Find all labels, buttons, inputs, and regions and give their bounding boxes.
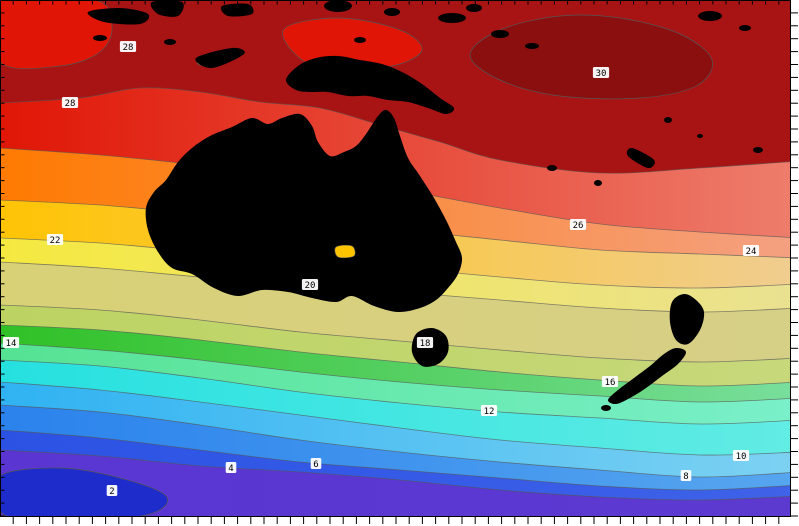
island-dot	[354, 37, 366, 43]
contour-label-value: 30	[596, 69, 607, 79]
contour-label-box	[742, 245, 760, 256]
contour-label-box	[225, 462, 237, 473]
island-dot	[384, 8, 400, 16]
contour-label: 14	[2, 337, 20, 349]
landmass-nz-north-island	[669, 293, 705, 345]
contour-label-box	[480, 405, 498, 416]
contour-label: 2	[106, 485, 118, 497]
island-dot	[438, 13, 466, 23]
island-dot	[594, 180, 602, 186]
contour-label: 16	[601, 376, 619, 388]
contour-label: 28	[61, 97, 79, 109]
island-dot	[466, 4, 482, 12]
contour-label: 18	[416, 337, 434, 349]
contour-label-box	[61, 97, 79, 108]
contour-label-box	[680, 470, 692, 481]
island-dot	[664, 117, 672, 123]
contour-label-value: 28	[123, 43, 134, 53]
landmass-sulawesi-tip	[150, 0, 184, 17]
contour-line-8	[0, 404, 791, 478]
contour-line-4	[0, 449, 791, 501]
pocket-red-pocket-northwest-corner	[0, 0, 113, 70]
contour-label-box	[2, 337, 20, 348]
landmass-halmahera-area	[220, 3, 254, 17]
contour-label-value: 26	[573, 221, 584, 231]
contour-label: 6	[310, 458, 322, 470]
contour-label-box	[569, 219, 587, 230]
contour-label: 10	[732, 450, 750, 462]
contour-line-10	[0, 381, 791, 456]
contour-label: 26	[569, 219, 587, 231]
pocket-gold-spot-central-australia	[334, 244, 356, 259]
island-dot	[491, 30, 509, 38]
pocket-red-pocket-north-of-new-guinea	[282, 17, 423, 71]
contour-label-box	[119, 41, 137, 52]
island-dot	[547, 165, 557, 171]
landmass-new-caledonia	[626, 147, 655, 169]
contour-line-6	[0, 429, 791, 491]
island-dot	[525, 43, 539, 49]
contour-label-value: 24	[746, 247, 757, 257]
contour-label-box	[592, 67, 610, 78]
contour-label-box	[310, 458, 322, 469]
contour-label: 22	[46, 234, 64, 246]
contour-label: 20	[301, 279, 319, 291]
island-dot	[601, 405, 611, 411]
contour-label-value: 22	[50, 236, 61, 246]
contour-labels: 28 28 30 26 24 22 20 18 16 14 12 10 8 6 4 2	[2, 41, 760, 497]
landmass-nz-south-island	[607, 347, 687, 405]
landmass-lesser-sunda-islands	[87, 7, 150, 25]
contour-label-value: 14	[6, 339, 17, 349]
contour-label-value: 12	[484, 407, 495, 417]
contour-label: 24	[742, 245, 760, 257]
contour-line-12	[0, 359, 791, 425]
contour-line-16	[0, 324, 791, 387]
island-dot	[164, 39, 176, 45]
contour-label-value: 16	[605, 378, 616, 388]
contour-label-value: 2	[109, 487, 114, 497]
contour-label-value: 6	[313, 460, 318, 470]
island-dot	[93, 35, 107, 41]
island-dot	[753, 147, 763, 153]
contour-line-14	[0, 342, 791, 403]
pocket-warm-pool-over-30	[469, 14, 713, 100]
contour-label-value: 28	[65, 99, 76, 109]
contour-label: 4	[225, 462, 237, 474]
contour-label-box	[732, 450, 750, 461]
contour-label: 28	[119, 41, 137, 53]
contour-label-value: 18	[420, 339, 431, 349]
contour-band-below-4	[0, 450, 791, 517]
contour-label: 12	[480, 405, 498, 417]
contour-label-value: 8	[683, 472, 688, 482]
island-dot	[324, 0, 352, 12]
island-dot	[739, 25, 751, 31]
contour-label-box	[301, 279, 319, 290]
contour-label-box	[46, 234, 64, 245]
landmass-australia	[145, 109, 463, 313]
contour-label-box	[106, 485, 118, 496]
landmass-timor	[195, 47, 245, 69]
landmass-new-guinea	[285, 55, 455, 114]
contour-label-box	[601, 376, 619, 387]
contour-label-box	[416, 337, 434, 348]
contour-label-value: 10	[736, 452, 747, 462]
island-dot	[697, 134, 703, 138]
island-dot	[698, 11, 722, 21]
contour-label-value: 20	[305, 281, 316, 291]
contour-label: 30	[592, 67, 610, 79]
contour-label-value: 4	[228, 464, 233, 474]
contour-label: 8	[680, 470, 692, 482]
pocket-cold-pool-below-2	[0, 467, 168, 517]
